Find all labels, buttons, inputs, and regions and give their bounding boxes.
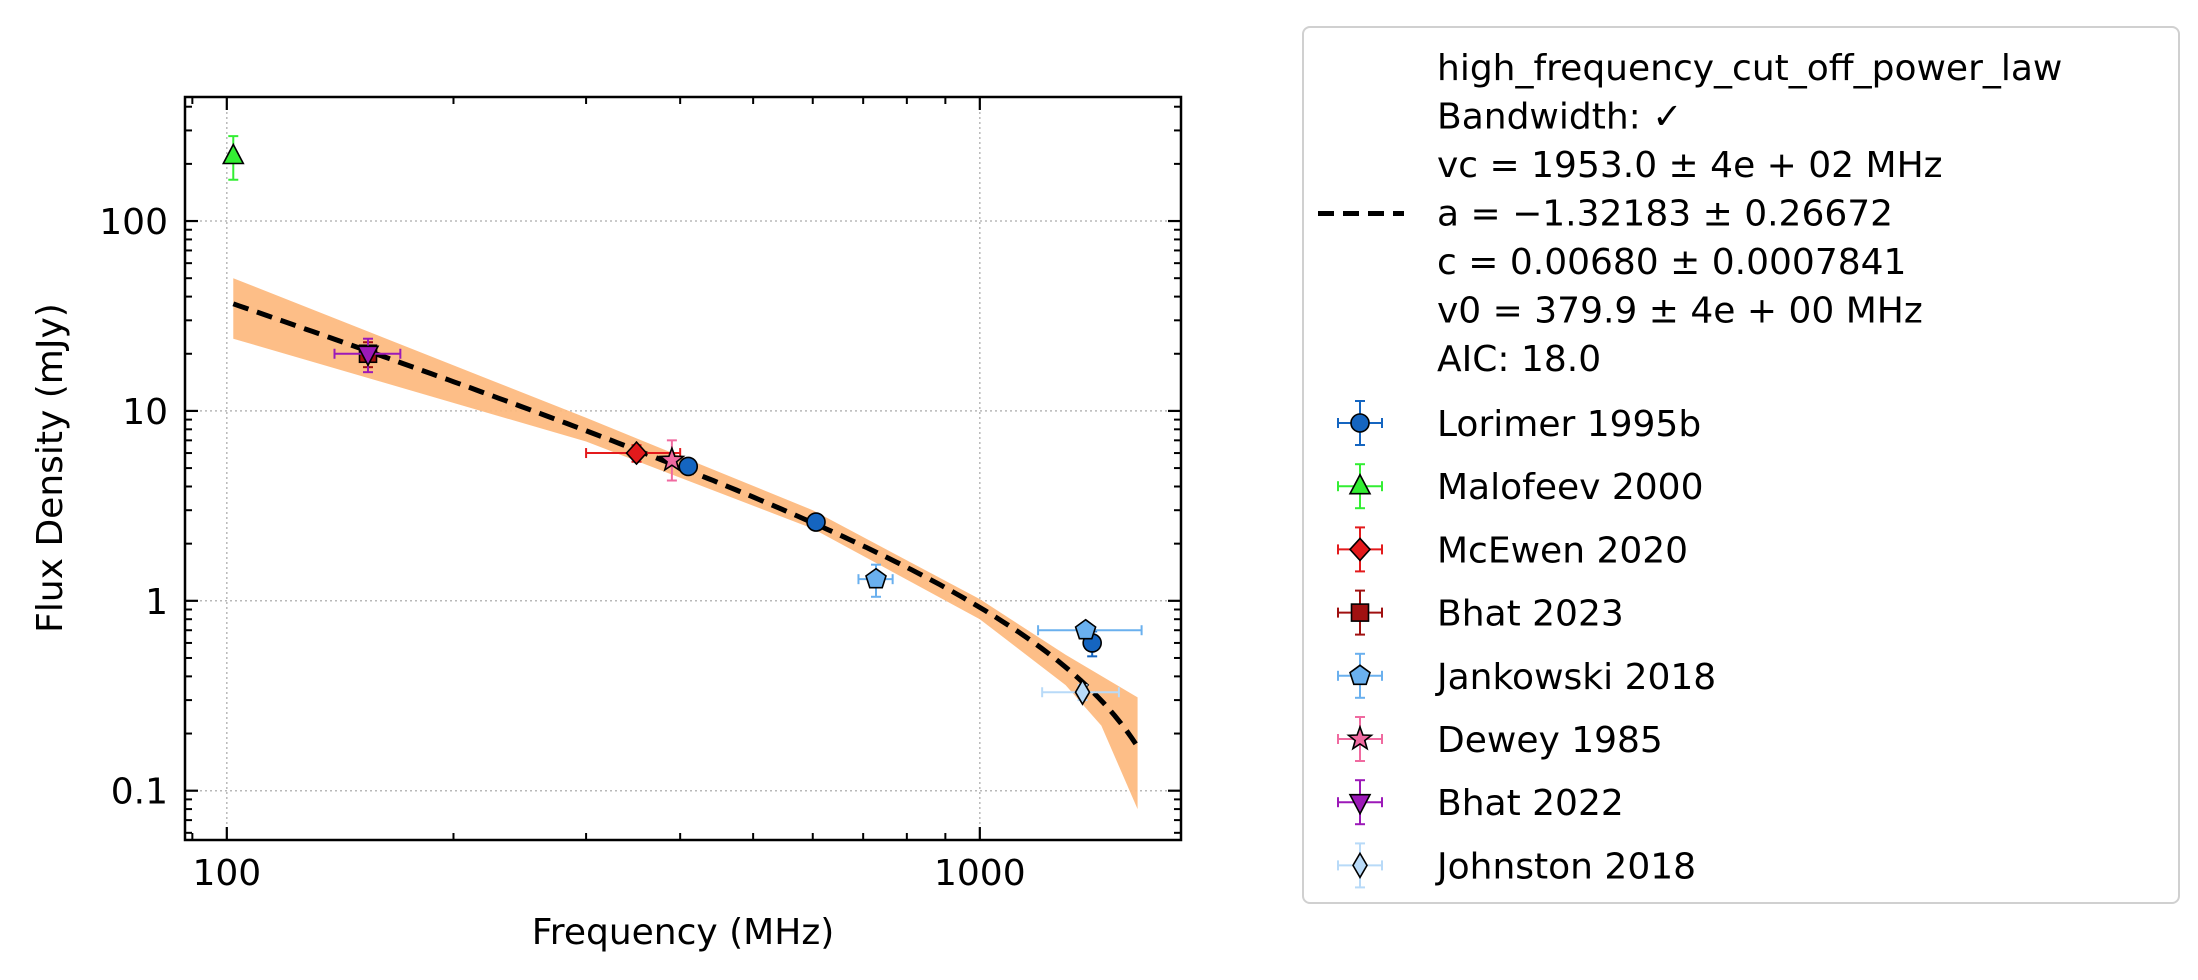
legend-label: Johnston 2018 — [1435, 846, 1696, 887]
legend-marker — [1352, 851, 1368, 879]
fit-uncertainty-band-layer — [233, 278, 1138, 810]
legend-fit-line: high_frequency_cut_off_power_law — [1437, 48, 2062, 89]
y-tick-label: 100 — [99, 202, 168, 243]
legend-marker — [1350, 603, 1370, 622]
grid-lines — [185, 97, 1181, 840]
legend-label: Dewey 1985 — [1437, 720, 1663, 761]
y-axis-label: Flux Density (mJy) — [30, 303, 71, 633]
legend-label: McEwen 2020 — [1437, 530, 1688, 571]
fit-uncertainty-band — [233, 278, 1138, 810]
data-point — [678, 456, 699, 477]
data-points-layer — [221, 135, 1143, 706]
legend-label: Bhat 2022 — [1437, 783, 1624, 824]
legend-entry: Malofeev 2000 — [1337, 463, 1703, 510]
series-johnston-2018 — [1041, 678, 1120, 706]
y-tick-label: 10 — [122, 392, 168, 433]
legend-entry: Jankowski 2018 — [1337, 652, 1716, 699]
legend-entry: Bhat 2022 — [1337, 779, 1624, 826]
series-jankowski-2018 — [857, 563, 1143, 640]
data-point — [806, 512, 826, 532]
axis-ticks: 100 1000 0.1 1 10 100 — [99, 97, 1181, 894]
series-bhat-2022 — [333, 337, 402, 374]
legend-fit-line: a = −1.32183 ± 0.26672 — [1437, 194, 1893, 235]
legend-label: Lorimer 1995b — [1437, 404, 1701, 445]
x-axis-label: Frequency (MHz) — [532, 912, 835, 953]
y-tick-label: 1 — [145, 582, 168, 623]
legend-fit-line: AIC: 18.0 — [1437, 339, 1601, 380]
y-tick-label: 0.1 — [111, 772, 168, 813]
legend: high_frequency_cut_off_power_law Bandwidt… — [1302, 26, 2180, 904]
legend-label: Malofeev 2000 — [1437, 467, 1703, 508]
series-dewey-1985 — [658, 439, 686, 482]
data-point — [1074, 618, 1097, 640]
data-point — [1074, 678, 1091, 706]
x-tick-label: 100 — [192, 853, 261, 894]
legend-marker — [1348, 472, 1372, 495]
legend-fit-line: Bandwidth: ✓ — [1437, 97, 1682, 138]
legend-entry: Lorimer 1995b — [1337, 400, 1701, 446]
x-tick-label: 1000 — [934, 853, 1026, 894]
legend-fit-line: c = 0.00680 ± 0.0007841 — [1437, 242, 1906, 283]
legend-entry: Johnston 2018 — [1337, 842, 1696, 889]
legend-label: Bhat 2023 — [1437, 594, 1624, 635]
data-point — [356, 345, 380, 368]
legend-marker — [1348, 793, 1372, 816]
legend-marker — [1348, 537, 1372, 562]
legend-marker — [1350, 413, 1370, 433]
legend-fit-line: v0 = 379.9 ± 4e + 00 MHz — [1437, 291, 1923, 332]
legend-entry: Dewey 1985 — [1337, 716, 1663, 762]
legend-marker — [1346, 724, 1374, 751]
data-point — [658, 445, 686, 472]
legend-label: Jankowski 2018 — [1435, 657, 1716, 698]
legend-frame — [1302, 26, 2180, 904]
data-point — [865, 567, 887, 589]
legend-marker — [1349, 664, 1371, 686]
series-mcewen-2020 — [585, 440, 682, 466]
legend-fit-line: vc = 1953.0 ± 4e + 02 MHz — [1437, 145, 1943, 186]
data-point — [221, 142, 245, 165]
series-malofeev-2000 — [221, 135, 245, 181]
legend-entry: Bhat 2023 — [1337, 589, 1624, 636]
legend-entry: McEwen 2020 — [1337, 526, 1688, 573]
data-point — [625, 440, 648, 466]
